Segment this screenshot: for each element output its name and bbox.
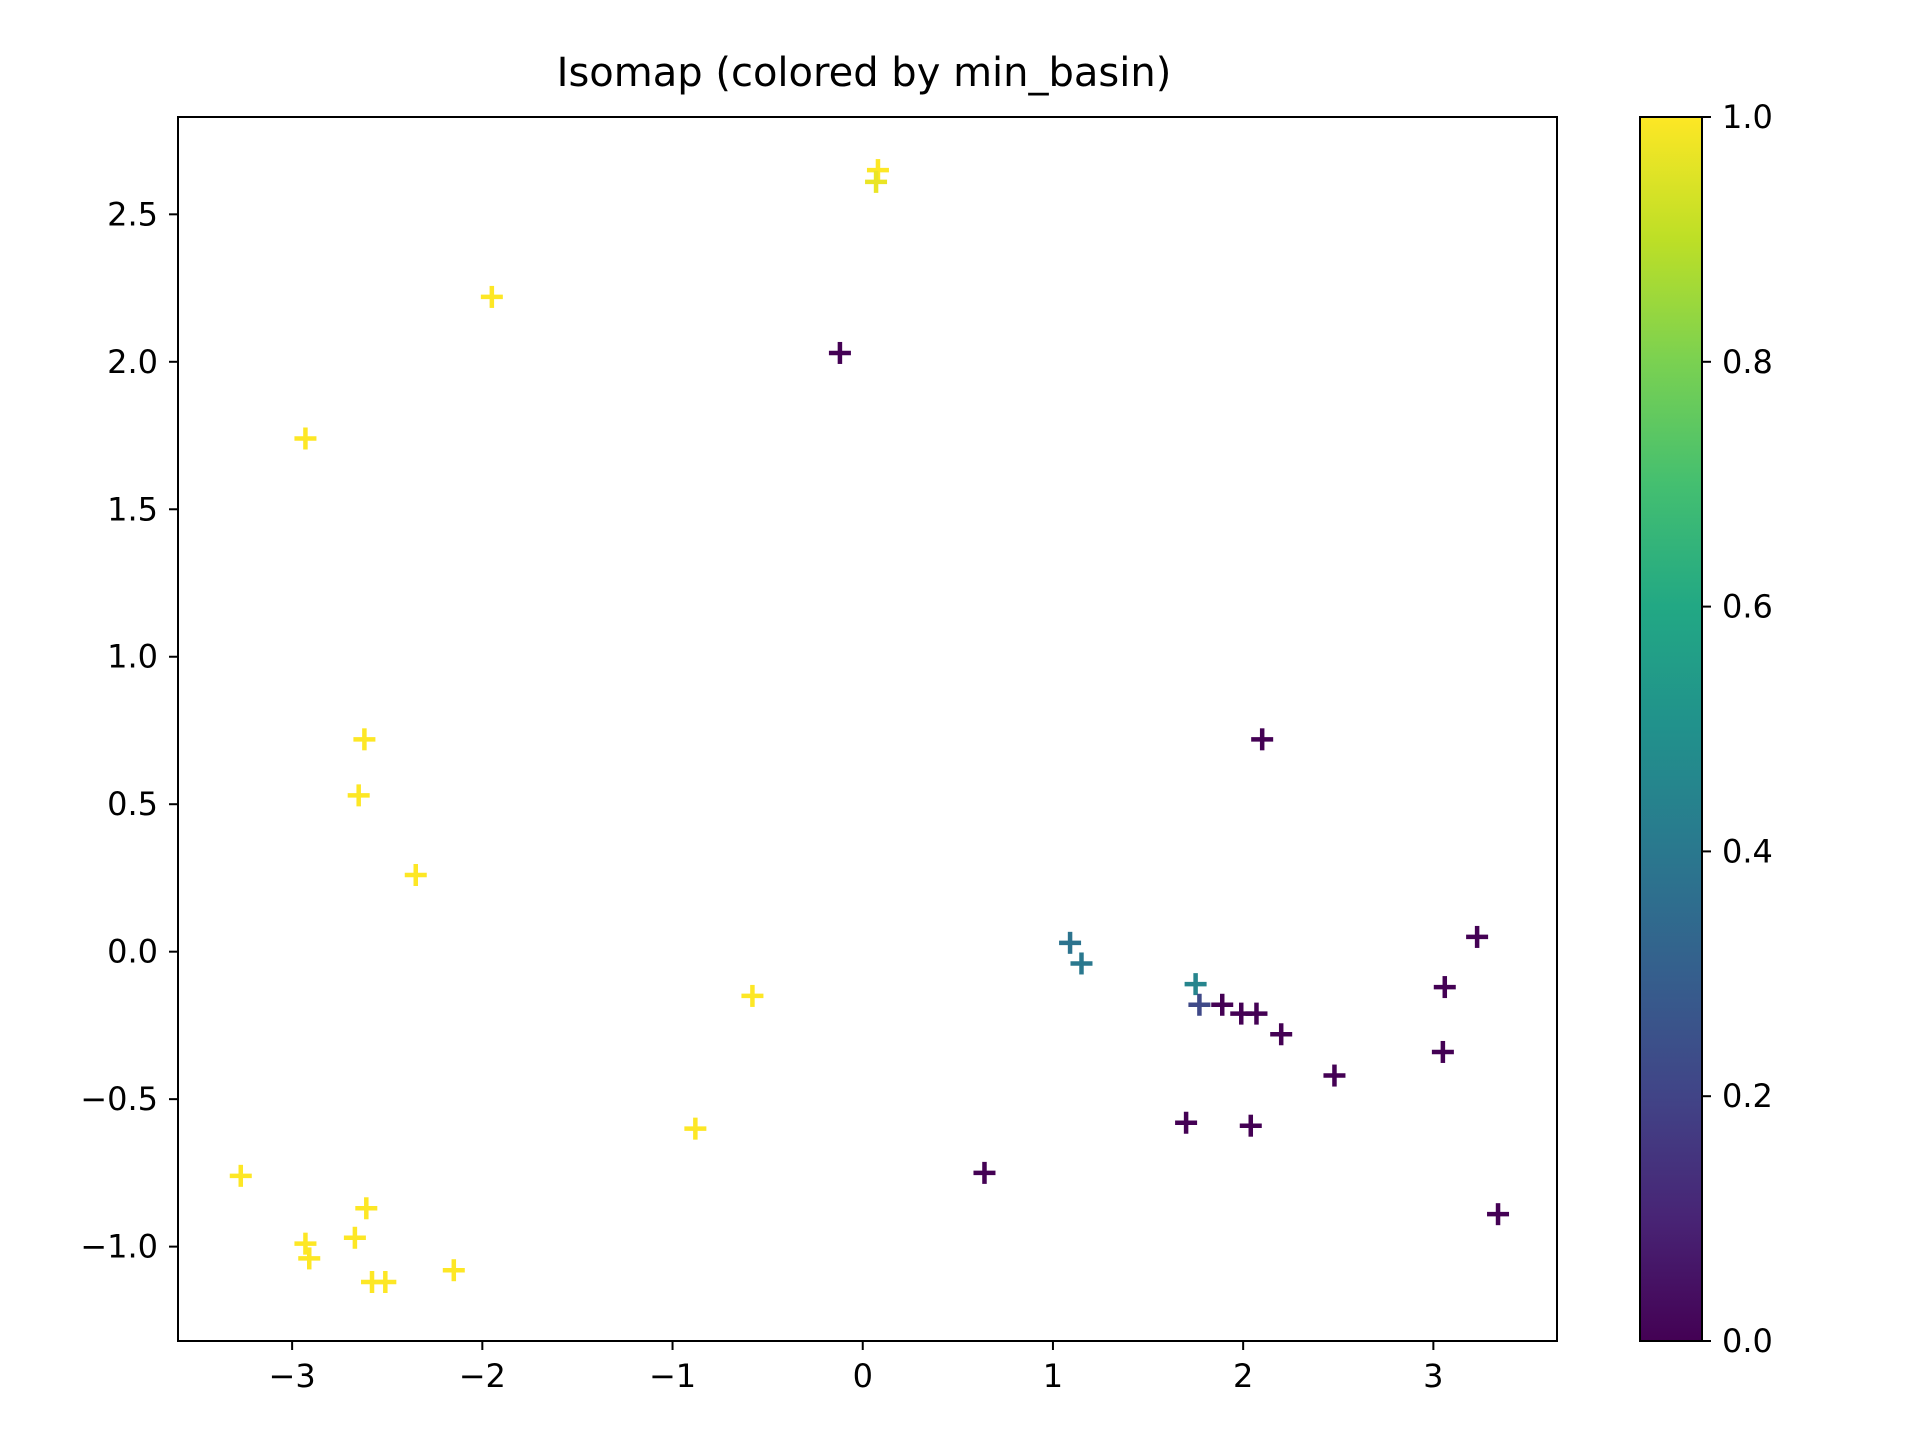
data-point: [404, 863, 427, 886]
x-tick-label: −2: [459, 1357, 506, 1395]
data-point: [347, 784, 370, 807]
x-tick-label: 1: [1043, 1357, 1063, 1395]
chart-title: Isomap (colored by min_basin): [557, 50, 1172, 96]
data-point: [442, 1259, 465, 1282]
y-tick-label: 2.0: [107, 343, 158, 381]
colorbar-gradient: [1640, 117, 1702, 1341]
data-point: [1070, 952, 1093, 975]
data-point: [865, 170, 888, 193]
x-axis: −3 −2 −1 0 1 2 3: [269, 1341, 1444, 1395]
y-tick-label: 1.0: [107, 638, 158, 676]
data-point: [294, 427, 317, 450]
data-point: [1245, 1002, 1268, 1025]
data-point: [1239, 1114, 1262, 1137]
colorbar-tick-label: 1.0: [1722, 98, 1773, 136]
x-tick-label: 0: [853, 1357, 873, 1395]
plot-area: [229, 159, 1510, 1294]
data-point: [1431, 1040, 1454, 1063]
y-tick-label: −1.0: [80, 1228, 158, 1266]
colorbar-tick-label: 0.4: [1722, 832, 1773, 870]
data-point: [684, 1117, 707, 1140]
colorbar-tick-label: 0.0: [1722, 1322, 1773, 1360]
data-point: [1270, 1023, 1293, 1046]
data-point: [343, 1226, 366, 1249]
y-tick-label: 1.5: [107, 490, 158, 528]
colorbar: 0.0 0.2 0.4 0.6 0.8 1.0: [1639, 98, 1773, 1360]
data-point: [1466, 925, 1489, 948]
data-point: [1487, 1203, 1510, 1226]
y-tick-label: −0.5: [80, 1080, 158, 1118]
y-tick-label: 0.0: [107, 933, 158, 971]
data-point: [1433, 976, 1456, 999]
x-tick-label: −3: [269, 1357, 316, 1395]
plot-frame: [177, 116, 1558, 1342]
data-point: [229, 1164, 252, 1187]
data-point: [294, 1232, 317, 1255]
data-point: [741, 984, 764, 1007]
data-point: [1188, 993, 1211, 1016]
y-tick-label: 2.5: [107, 195, 158, 233]
data-point: [480, 285, 503, 308]
y-axis: −1.0 −0.5 0.0 0.5 1.0 1.5 2.0 2.5: [80, 195, 178, 1266]
y-tick-label: 0.5: [107, 785, 158, 823]
colorbar-frame: [1639, 116, 1703, 1342]
data-point: [1323, 1064, 1346, 1087]
colorbar-tick-label: 0.6: [1722, 588, 1773, 626]
x-tick-label: 2: [1233, 1357, 1253, 1395]
data-point: [1059, 931, 1082, 954]
data-point: [1184, 973, 1207, 996]
data-point: [1251, 728, 1274, 751]
data-point: [1175, 1111, 1198, 1134]
data-point: [828, 341, 851, 364]
data-point: [353, 728, 376, 751]
data-point: [1211, 993, 1234, 1016]
x-tick-label: −1: [649, 1357, 696, 1395]
x-tick-label: 3: [1423, 1357, 1443, 1395]
colorbar-tick-label: 0.2: [1722, 1077, 1773, 1115]
data-point: [973, 1161, 996, 1184]
colorbar-tick-label: 0.8: [1722, 343, 1773, 381]
data-point: [374, 1271, 397, 1294]
data-point: [298, 1247, 321, 1270]
colorbar-ticks: 0.0 0.2 0.4 0.6 0.8 1.0: [1702, 98, 1773, 1360]
data-point: [355, 1197, 378, 1220]
